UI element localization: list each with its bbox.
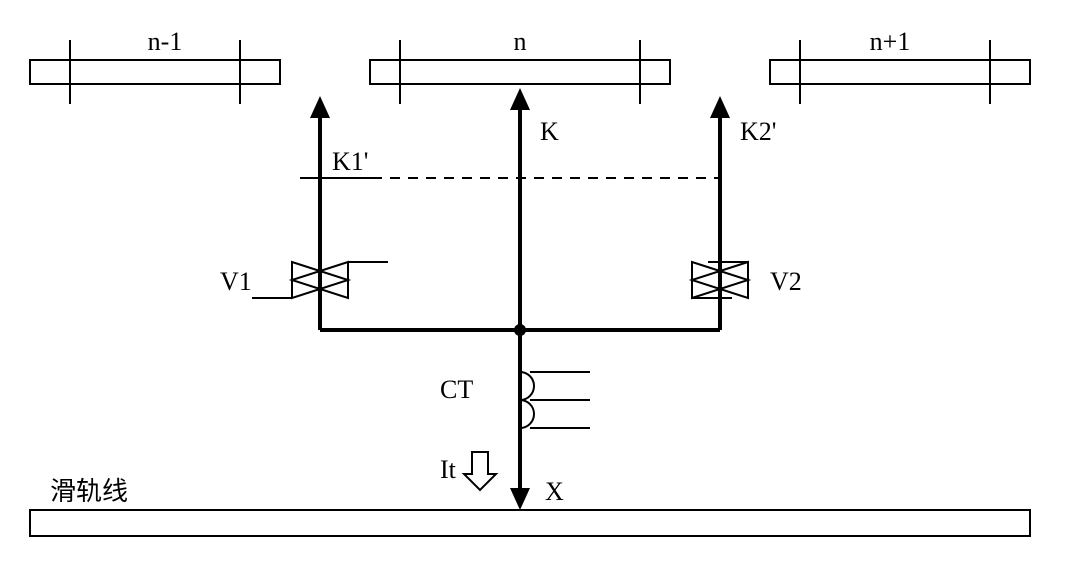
svg-text:n-1: n-1 [148, 27, 183, 56]
svg-text:It: It [440, 455, 457, 484]
svg-text:K1': K1' [332, 147, 368, 176]
svg-text:V2: V2 [770, 267, 802, 296]
svg-text:滑轨线: 滑轨线 [50, 477, 128, 506]
svg-text:n+1: n+1 [870, 27, 911, 56]
svg-text:X: X [545, 477, 564, 506]
svg-text:K2': K2' [740, 117, 776, 146]
svg-text:V1: V1 [220, 267, 252, 296]
svg-text:n: n [514, 27, 527, 56]
svg-text:CT: CT [440, 375, 473, 404]
svg-text:K: K [540, 117, 559, 146]
